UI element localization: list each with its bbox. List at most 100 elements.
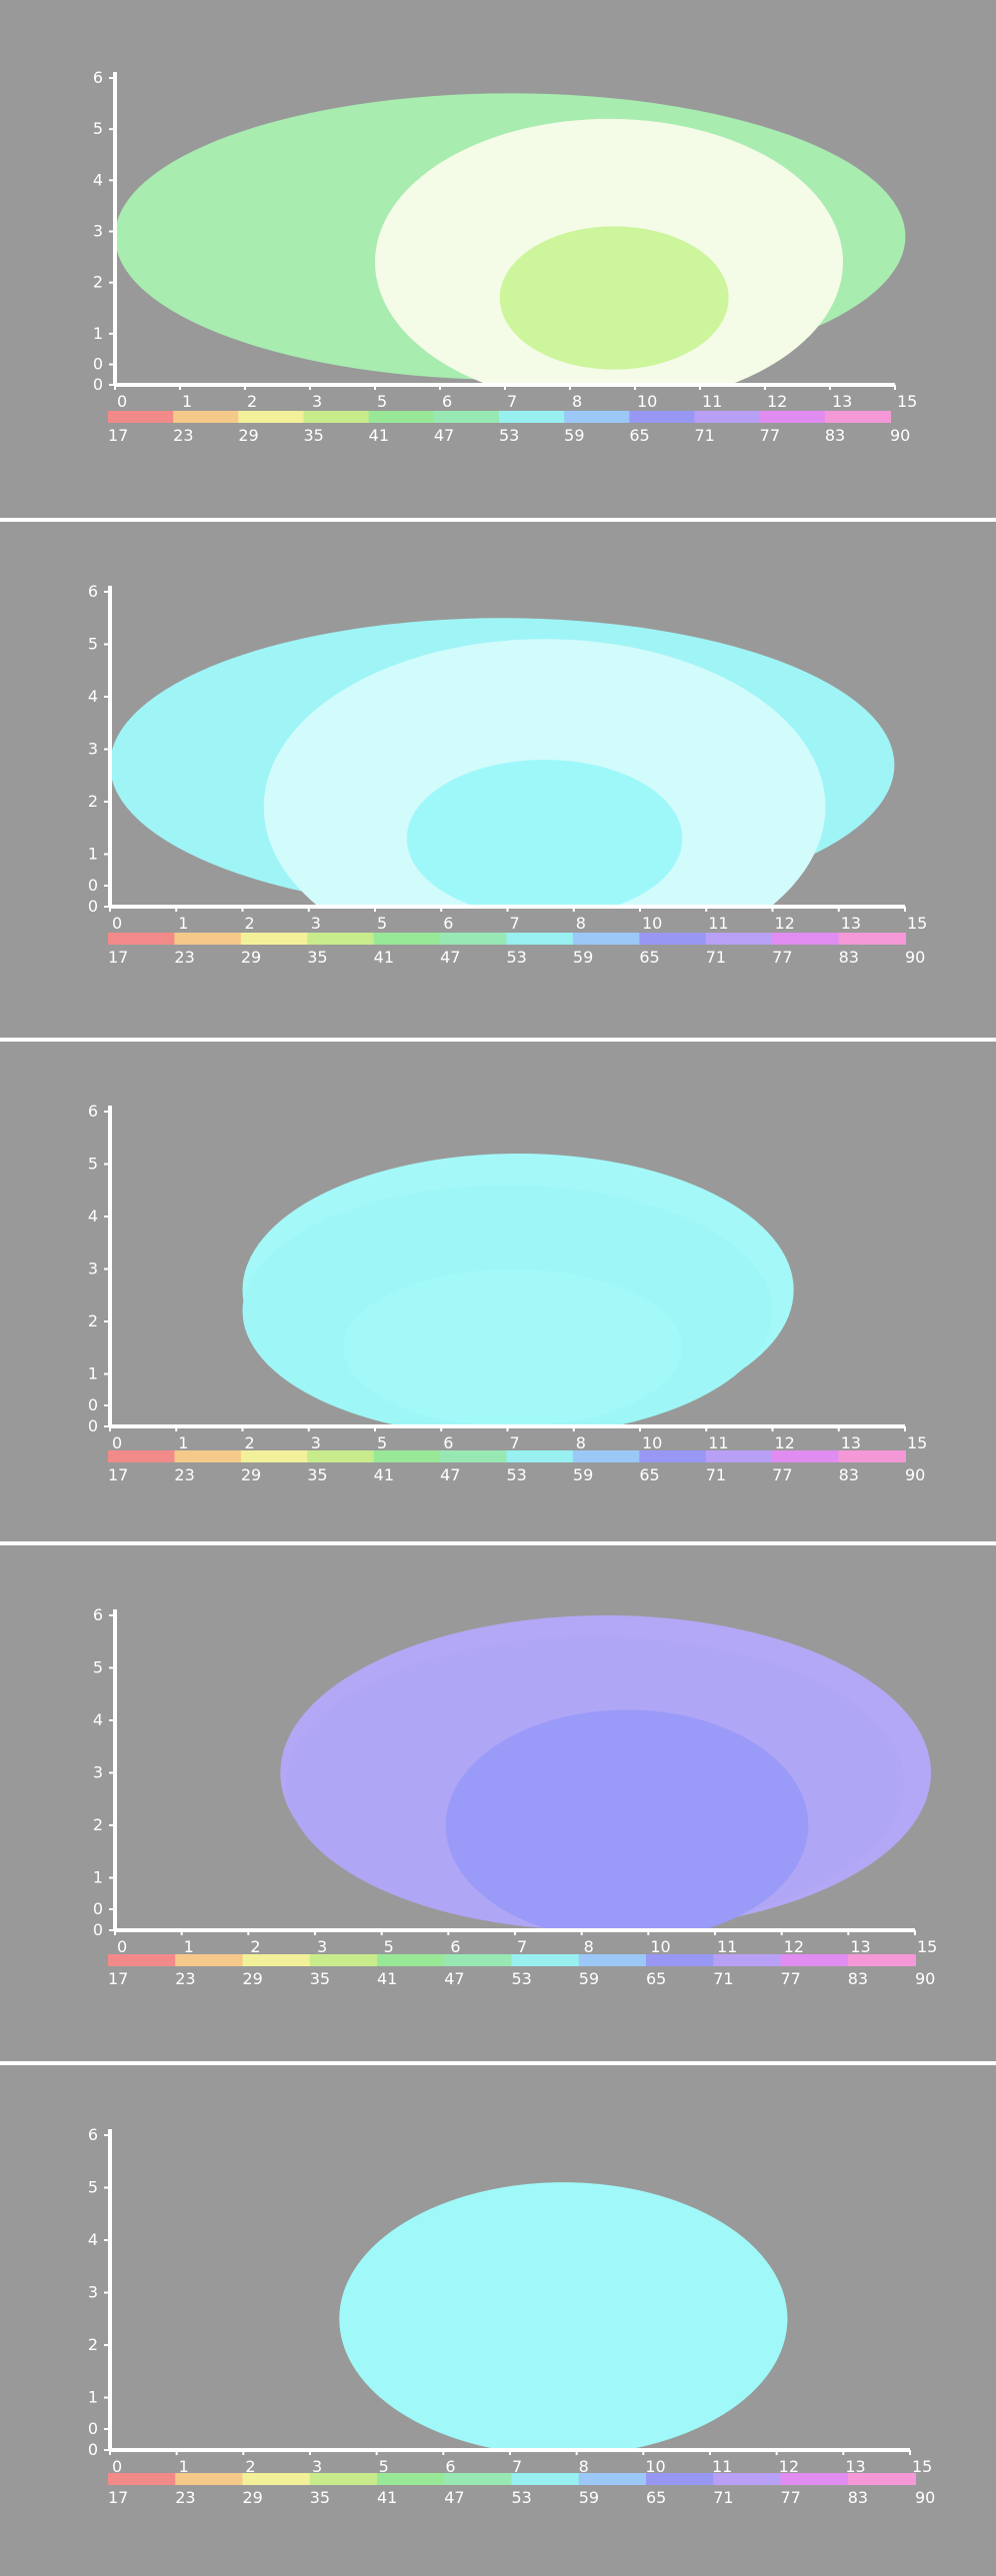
legend-label: 41 <box>377 1969 397 1988</box>
chart-panel-2: 0 0 1 2 3 4 5 6 0 1 2 3 5 6 7 8 10 11 12 13 15 17 23 29 35 41 47 53… <box>0 522 996 1038</box>
legend-label: 47 <box>440 948 460 967</box>
y-tick-label: 4 <box>93 170 103 189</box>
y-tick-label: 1 <box>88 845 98 864</box>
legend-swatch <box>705 933 774 945</box>
legend-label: 71 <box>713 1969 733 1988</box>
legend-swatch <box>368 411 435 423</box>
legend-swatch <box>440 933 508 945</box>
y-tick-label: 4 <box>88 2230 98 2249</box>
legend-swatch <box>108 933 176 945</box>
x-tick-label: 3 <box>311 914 321 933</box>
legend-label: 59 <box>579 2488 599 2507</box>
legend-label: 83 <box>839 1465 859 1484</box>
x-tick-label: 3 <box>311 1433 321 1452</box>
legend-swatch <box>377 1954 446 1966</box>
legend-swatch <box>433 411 500 423</box>
x-tick-label: 8 <box>584 1937 594 1956</box>
x-tick-label: 11 <box>708 914 728 933</box>
legend-label: 59 <box>573 1465 593 1484</box>
x-tick-label: 2 <box>245 914 255 933</box>
legend-swatch <box>694 411 761 423</box>
legend-label: 90 <box>905 948 925 967</box>
legend-label: 41 <box>374 1465 394 1484</box>
plot-regions <box>280 1615 931 1930</box>
y-tick-label: 3 <box>88 1260 98 1279</box>
legend-label: 77 <box>772 1465 792 1484</box>
x-tick-label: 13 <box>841 914 861 933</box>
legend-swatch <box>303 411 370 423</box>
x-tick-label: 7 <box>510 1433 520 1452</box>
x-tick-label: 11 <box>708 1433 728 1452</box>
legend-label: 29 <box>241 948 261 967</box>
legend-label: 17 <box>108 426 128 445</box>
legend-label: 35 <box>307 948 327 967</box>
legend-swatch <box>578 1954 647 1966</box>
x-tick-label: 11 <box>712 2457 732 2476</box>
legend-swatch <box>444 2473 513 2485</box>
legend-swatch <box>307 933 375 945</box>
x-tick-label: 0 <box>112 1433 122 1452</box>
legend-swatch <box>242 1954 311 1966</box>
x-tick-label: 10 <box>637 392 657 411</box>
legend-label: 29 <box>241 1465 261 1484</box>
legend-swatch <box>175 1954 244 1966</box>
legend-label: 83 <box>839 948 859 967</box>
x-tick-label: 1 <box>179 2457 189 2476</box>
x-tick-label: 11 <box>702 392 722 411</box>
legend-swatch <box>838 1450 906 1462</box>
legend-swatch <box>572 933 641 945</box>
legend-label: 23 <box>174 948 194 967</box>
legend-swatch <box>242 2473 311 2485</box>
y-tick-label: 1 <box>88 1364 98 1383</box>
y-tick-label: 3 <box>93 1763 103 1782</box>
y-tick-label: 1 <box>93 1868 103 1887</box>
legend-swatch <box>373 933 442 945</box>
chart-panel-5: 0 0 1 2 3 4 5 6 0 1 2 3 5 6 7 8 10 11 12 13 15 17 23 29 35 41 47 53… <box>0 2065 996 2576</box>
x-tick-label: 1 <box>178 914 188 933</box>
plot-regions <box>115 93 906 385</box>
legend-label: 23 <box>174 1465 194 1484</box>
x-tick-label: 8 <box>576 1433 586 1452</box>
x-tick-label: 0 <box>117 392 127 411</box>
region-core <box>403 2250 724 2440</box>
legend-label: 77 <box>781 2488 801 2507</box>
y-tick-label: 3 <box>88 2283 98 2302</box>
legend-label: 65 <box>646 2488 666 2507</box>
legend-swatch <box>240 933 309 945</box>
legend-label: 77 <box>781 1969 801 1988</box>
legend-label: 59 <box>579 1969 599 1988</box>
legend-swatch <box>440 1450 508 1462</box>
legend-swatch <box>646 2473 715 2485</box>
legend-swatch <box>511 1954 580 1966</box>
legend-label: 41 <box>374 948 394 967</box>
legend-label: 35 <box>307 1465 327 1484</box>
y-tick-label: 6 <box>88 2125 98 2144</box>
x-tick-label: 5 <box>384 1937 394 1956</box>
x-tick-label: 0 <box>112 914 122 933</box>
legend-label: 41 <box>369 426 389 445</box>
legend-label: 53 <box>512 1969 532 1988</box>
y-tick-label: 4 <box>93 1710 103 1729</box>
legend-swatch <box>108 1450 176 1462</box>
legend-swatch <box>838 933 906 945</box>
y-tick-label: 6 <box>88 582 98 601</box>
legend-label: 90 <box>890 426 910 445</box>
legend-swatch <box>108 1954 177 1966</box>
legend-label: 47 <box>444 1969 464 1988</box>
y-tick-label: 5 <box>88 635 98 654</box>
x-tick-label: 0 <box>117 1937 127 1956</box>
x-tick-label: 13 <box>845 2457 865 2476</box>
x-tick-label: 15 <box>907 914 927 933</box>
y-tick-label: 0 <box>88 2419 98 2438</box>
region-core <box>445 1709 809 1930</box>
x-tick-label: 1 <box>182 392 192 411</box>
legend-swatch <box>847 1954 916 1966</box>
y-tick-label: 0 <box>93 1899 103 1918</box>
legend-swatch <box>772 1450 840 1462</box>
legend-label: 77 <box>772 948 792 967</box>
legend-label: 41 <box>377 2488 397 2507</box>
legend-label: 47 <box>434 426 454 445</box>
